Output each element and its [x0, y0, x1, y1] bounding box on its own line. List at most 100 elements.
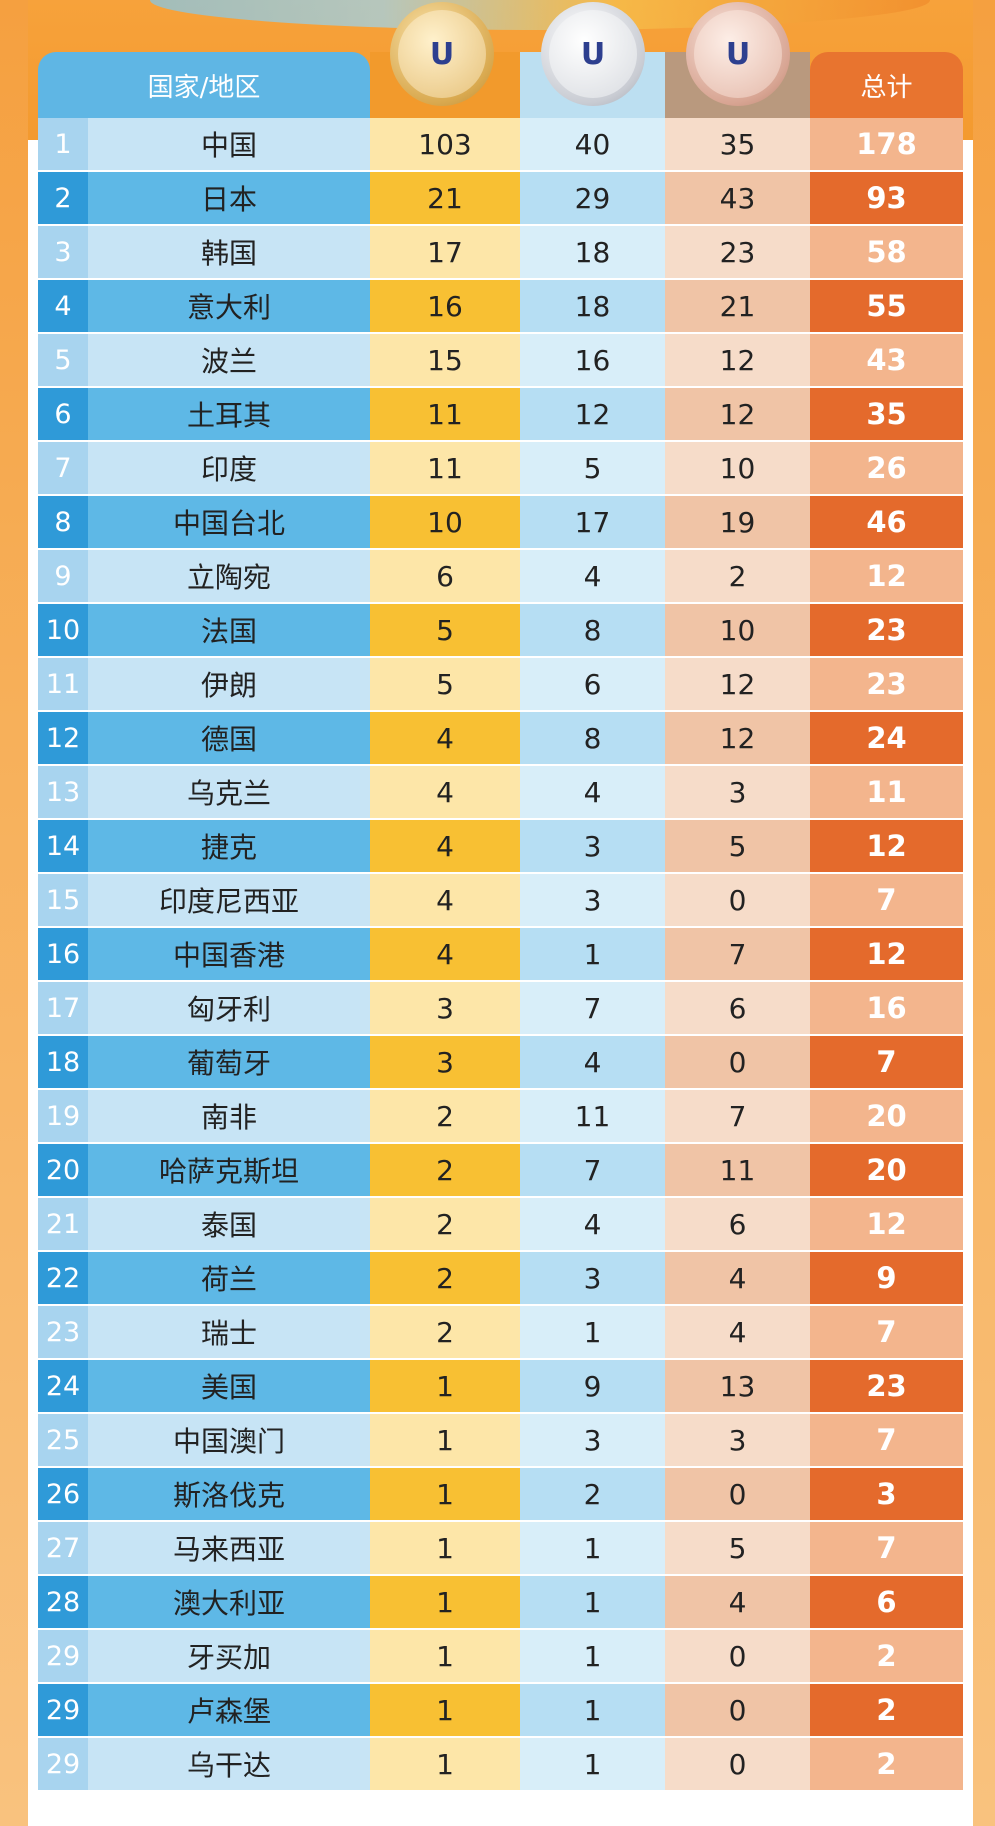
country-name-cell: 波兰	[88, 334, 370, 386]
silver-count-cell: 3	[520, 1252, 665, 1304]
silver-count-cell: 12	[520, 388, 665, 440]
total-count-cell: 43	[810, 334, 963, 386]
total-count-cell: 16	[810, 982, 963, 1034]
gold-count-cell: 1	[370, 1684, 520, 1736]
rank-cell: 26	[38, 1468, 88, 1520]
rank-cell: 18	[38, 1036, 88, 1088]
bronze-count-cell: 0	[665, 1738, 810, 1790]
rank-cell: 16	[38, 928, 88, 980]
bronze-count-cell: 23	[665, 226, 810, 278]
country-name-cell: 泰国	[88, 1198, 370, 1250]
bronze-count-cell: 3	[665, 766, 810, 818]
gold-count-cell: 4	[370, 928, 520, 980]
country-name-cell: 南非	[88, 1090, 370, 1142]
country-name-cell: 瑞士	[88, 1306, 370, 1358]
silver-count-cell: 4	[520, 766, 665, 818]
gold-count-cell: 11	[370, 442, 520, 494]
table-row: 3 韩国 17 18 23 58	[38, 226, 963, 280]
table-header: 国家/地区 总计 U U U	[38, 2, 963, 118]
silver-count-cell: 18	[520, 226, 665, 278]
gold-count-cell: 10	[370, 496, 520, 548]
right-border	[973, 0, 995, 1826]
rank-cell: 12	[38, 712, 88, 764]
silver-count-cell: 7	[520, 982, 665, 1034]
rank-cell: 29	[38, 1630, 88, 1682]
silver-count-cell: 18	[520, 280, 665, 332]
bronze-count-cell: 0	[665, 1468, 810, 1520]
gold-count-cell: 21	[370, 172, 520, 224]
table-row: 9 立陶宛 6 4 2 12	[38, 550, 963, 604]
bronze-count-cell: 6	[665, 1198, 810, 1250]
table-row: 26 斯洛伐克 1 2 0 3	[38, 1468, 963, 1522]
table-row: 27 马来西亚 1 1 5 7	[38, 1522, 963, 1576]
rank-cell: 4	[38, 280, 88, 332]
bronze-count-cell: 6	[665, 982, 810, 1034]
country-name-cell: 哈萨克斯坦	[88, 1144, 370, 1196]
silver-count-cell: 1	[520, 1576, 665, 1628]
gold-count-cell: 1	[370, 1630, 520, 1682]
rank-cell: 11	[38, 658, 88, 710]
silver-count-cell: 3	[520, 820, 665, 872]
country-name-cell: 乌干达	[88, 1738, 370, 1790]
gold-count-cell: 1	[370, 1414, 520, 1466]
table-row: 11 伊朗 5 6 12 23	[38, 658, 963, 712]
bronze-count-cell: 35	[665, 118, 810, 170]
bronze-count-cell: 7	[665, 928, 810, 980]
total-count-cell: 11	[810, 766, 963, 818]
silver-count-cell: 4	[520, 550, 665, 602]
rank-cell: 10	[38, 604, 88, 656]
silver-count-cell: 5	[520, 442, 665, 494]
silver-count-cell: 3	[520, 874, 665, 926]
silver-count-cell: 40	[520, 118, 665, 170]
table-row: 13 乌克兰 4 4 3 11	[38, 766, 963, 820]
table-row: 29 乌干达 1 1 0 2	[38, 1738, 963, 1792]
gold-count-cell: 3	[370, 982, 520, 1034]
gold-count-cell: 17	[370, 226, 520, 278]
table-row: 14 捷克 4 3 5 12	[38, 820, 963, 874]
bronze-count-cell: 4	[665, 1252, 810, 1304]
total-count-cell: 23	[810, 658, 963, 710]
table-row: 25 中国澳门 1 3 3 7	[38, 1414, 963, 1468]
rank-cell: 7	[38, 442, 88, 494]
country-name-cell: 葡萄牙	[88, 1036, 370, 1088]
country-name-cell: 卢森堡	[88, 1684, 370, 1736]
table-row: 15 印度尼西亚 4 3 0 7	[38, 874, 963, 928]
bronze-count-cell: 43	[665, 172, 810, 224]
gold-count-cell: 4	[370, 820, 520, 872]
bronze-count-cell: 21	[665, 280, 810, 332]
table-row: 23 瑞士 2 1 4 7	[38, 1306, 963, 1360]
silver-count-cell: 2	[520, 1468, 665, 1520]
left-border	[0, 0, 28, 1826]
silver-count-cell: 16	[520, 334, 665, 386]
gold-count-cell: 1	[370, 1576, 520, 1628]
bronze-count-cell: 0	[665, 1684, 810, 1736]
gold-count-cell: 4	[370, 874, 520, 926]
rank-cell: 22	[38, 1252, 88, 1304]
bronze-count-cell: 11	[665, 1144, 810, 1196]
gold-count-cell: 2	[370, 1306, 520, 1358]
country-name-cell: 捷克	[88, 820, 370, 872]
rank-cell: 28	[38, 1576, 88, 1628]
country-name-cell: 牙买加	[88, 1630, 370, 1682]
silver-count-cell: 9	[520, 1360, 665, 1412]
table-row: 24 美国 1 9 13 23	[38, 1360, 963, 1414]
total-count-cell: 7	[810, 874, 963, 926]
rank-cell: 24	[38, 1360, 88, 1412]
bronze-count-cell: 12	[665, 712, 810, 764]
rank-cell: 15	[38, 874, 88, 926]
country-name-cell: 伊朗	[88, 658, 370, 710]
rank-cell: 13	[38, 766, 88, 818]
total-count-cell: 35	[810, 388, 963, 440]
gold-count-cell: 5	[370, 604, 520, 656]
country-name-cell: 法国	[88, 604, 370, 656]
table-row: 22 荷兰 2 3 4 9	[38, 1252, 963, 1306]
country-name-cell: 中国香港	[88, 928, 370, 980]
country-name-cell: 荷兰	[88, 1252, 370, 1304]
total-count-cell: 178	[810, 118, 963, 170]
bronze-count-cell: 4	[665, 1306, 810, 1358]
total-count-cell: 12	[810, 928, 963, 980]
gold-medal-icon: U	[390, 2, 494, 106]
bronze-count-cell: 13	[665, 1360, 810, 1412]
bronze-count-cell: 12	[665, 334, 810, 386]
table-row: 29 卢森堡 1 1 0 2	[38, 1684, 963, 1738]
